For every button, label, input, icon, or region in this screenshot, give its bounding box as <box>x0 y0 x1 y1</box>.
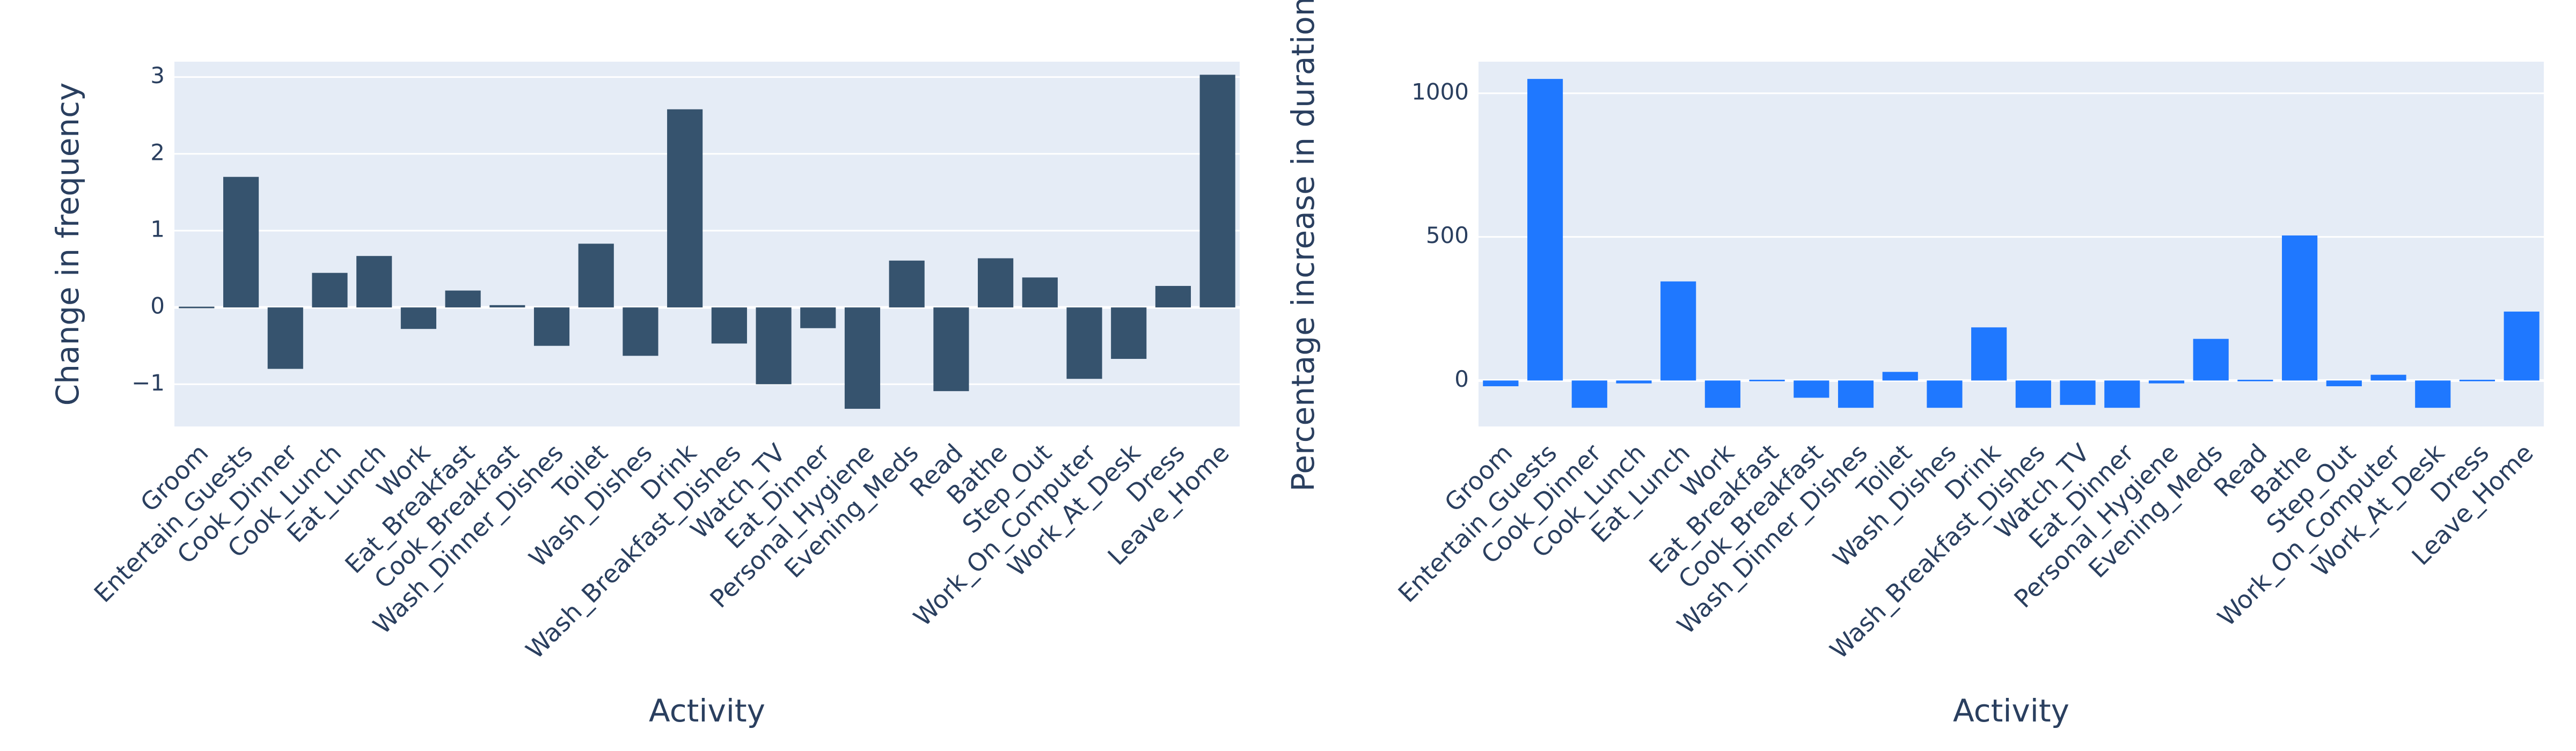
bar-personal-hygiene <box>2148 380 2185 384</box>
bar-wash-dishes <box>1927 380 1963 408</box>
bar-cook-breakfast <box>1794 380 1829 398</box>
bar-work-at-desk <box>2415 380 2451 408</box>
y-tick-label: 1000 <box>1411 78 1469 105</box>
bar-watch-tv <box>2060 380 2096 405</box>
bar-leave-home <box>2504 311 2540 381</box>
bar-wash-dinner-dishes <box>1838 380 1874 408</box>
bar-evening-meds <box>889 260 925 308</box>
bar-work <box>1704 380 1740 408</box>
y-tick-label: −1 <box>131 370 165 396</box>
bar-dress <box>2459 379 2496 381</box>
bar-bathe <box>978 258 1014 308</box>
bar-leave-home <box>1199 75 1235 308</box>
bar-cook-dinner <box>1571 380 1607 408</box>
y-tick-label: 0 <box>150 293 165 319</box>
bar-work-at-desk <box>1111 307 1147 359</box>
chart-2: 05001000GroomEntertain_GuestsCook_Dinner… <box>1285 0 2544 729</box>
y-tick-label: 2 <box>150 139 165 165</box>
bar-evening-meds <box>2193 338 2229 381</box>
bar-wash-breakfast-dishes <box>2015 380 2051 408</box>
bar-entertain-guests <box>1527 79 1563 381</box>
y-tick-label: 0 <box>1454 366 1469 392</box>
bar-eat-breakfast <box>1749 379 1785 381</box>
bar-cook-lunch <box>1616 380 1652 384</box>
bar-bathe <box>2282 235 2318 381</box>
bar-work <box>400 307 436 329</box>
bar-drink <box>1971 327 2007 381</box>
plot-area <box>174 62 1240 426</box>
y-axis-title: Percentage increase in duration <box>1285 0 1321 492</box>
bar-dress <box>1155 286 1191 308</box>
bar-watch-tv <box>756 307 792 385</box>
x-axis-title: Activity <box>1953 693 2069 729</box>
bar-toilet <box>1882 372 1918 381</box>
y-tick-label: 1 <box>150 216 165 242</box>
bar-cook-dinner <box>267 307 303 369</box>
bar-eat-dinner <box>2104 380 2140 408</box>
bar-toilet <box>578 244 614 308</box>
bar-groom <box>179 306 215 308</box>
bar-wash-dinner-dishes <box>533 307 570 346</box>
y-axis-title: Change in frequency <box>49 83 86 406</box>
bar-step-out <box>1022 277 1058 308</box>
bar-eat-dinner <box>800 307 836 328</box>
bar-read <box>933 307 969 392</box>
bar-work-on-computer <box>2370 374 2406 381</box>
bar-eat-lunch <box>356 256 392 308</box>
bar-entertain-guests <box>223 176 259 308</box>
bar-cook-breakfast <box>489 305 525 308</box>
bar-wash-dishes <box>623 307 658 356</box>
plot-area <box>1479 62 2544 426</box>
bar-read <box>2237 379 2273 381</box>
bar-eat-lunch <box>1660 281 1696 381</box>
bar-work-on-computer <box>1066 307 1102 379</box>
y-tick-label: 3 <box>150 62 165 89</box>
y-tick-label: 500 <box>1426 222 1469 248</box>
bar-groom <box>1483 380 1519 387</box>
x-axis-title: Activity <box>649 693 765 729</box>
bar-personal-hygiene <box>844 307 881 409</box>
bar-drink <box>667 109 703 308</box>
bar-eat-breakfast <box>445 290 481 308</box>
bar-wash-breakfast-dishes <box>711 307 747 344</box>
chart-1: −10123GroomEntertain_GuestsCook_DinnerCo… <box>49 62 1240 729</box>
bar-step-out <box>2326 380 2362 387</box>
bar-cook-lunch <box>312 273 348 308</box>
